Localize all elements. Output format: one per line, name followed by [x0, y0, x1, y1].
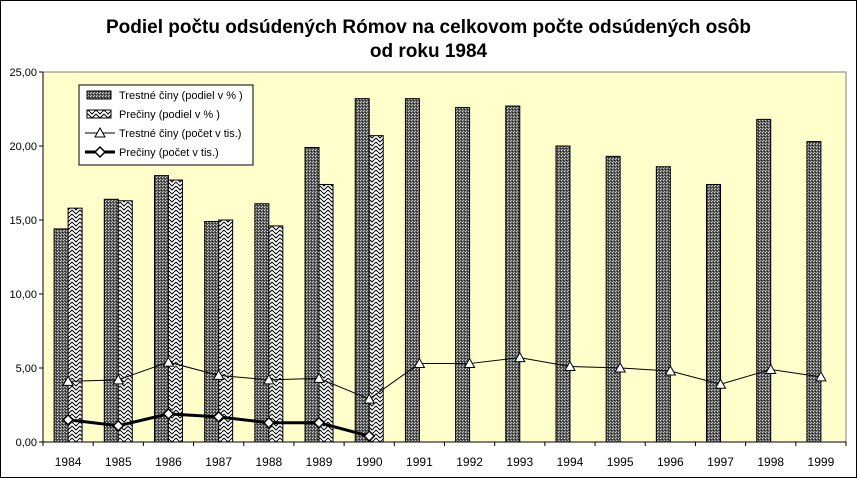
x-tick-label: 1993 — [506, 455, 533, 469]
point-trestne-ciny-pocet — [513, 351, 526, 363]
bar-trestne-ciny-podiel — [103, 198, 119, 443]
y-tick-label: 25,00 — [9, 67, 37, 79]
bar-preciny-podiel — [218, 219, 234, 443]
x-tick-label: 1995 — [607, 455, 634, 469]
bar-trestne-ciny-podiel — [706, 183, 722, 443]
point-trestne-ciny-pocet — [62, 375, 74, 386]
bar-trestne-ciny-podiel — [53, 228, 69, 443]
point-preciny-pocet — [212, 410, 225, 423]
bars — [53, 98, 822, 443]
point-trestne-ciny-pocet — [614, 361, 627, 373]
x-tick-label: 1996 — [657, 455, 684, 469]
point-trestne-ciny-pocet — [664, 364, 677, 376]
legend-marker — [93, 145, 107, 159]
bar-preciny-podiel — [318, 183, 334, 443]
legend: Trestné činy (podiel v % ) Prečiny (podie… — [78, 84, 254, 166]
y-tick-label: 0,00 — [16, 437, 37, 449]
x-tick-label: 1989 — [306, 455, 333, 469]
legend-label: Trestné činy (podiel v % ) — [119, 90, 243, 102]
point-preciny-pocet — [62, 413, 75, 426]
x-tick-label: 1985 — [105, 455, 132, 469]
bar-trestne-ciny-podiel — [605, 155, 621, 443]
point-preciny-pocet — [112, 419, 125, 432]
x-tick-label: 1987 — [205, 455, 232, 469]
point-trestne-ciny-pocet — [764, 363, 777, 374]
bar-preciny-podiel — [167, 179, 183, 443]
bar-trestne-ciny-podiel — [304, 146, 320, 443]
point-trestne-ciny-pocet — [212, 369, 225, 380]
x-tick-label: 1997 — [707, 455, 734, 469]
point-trestne-ciny-pocet — [714, 378, 727, 389]
point-preciny-pocet — [312, 416, 326, 429]
chart-title-line-2: od roku 1984 — [369, 41, 488, 62]
x-tick-label: 1988 — [255, 455, 282, 469]
y-tick-label: 5,00 — [16, 363, 37, 375]
x-tick-label: 1994 — [557, 455, 584, 469]
point-trestne-ciny-pocet — [313, 372, 325, 383]
legend-marker — [94, 126, 106, 138]
point-trestne-ciny-pocet — [363, 393, 376, 404]
y-tick-label: 15,00 — [9, 215, 37, 227]
bar-trestne-ciny-podiel — [153, 175, 169, 443]
bar-trestne-ciny-podiel — [404, 98, 420, 443]
chart-title-line-1: Podiel počtu odsúdených Rómov na celkovo… — [105, 17, 752, 38]
point-trestne-ciny-pocet — [413, 357, 426, 369]
line-trestne-ciny-pocet — [68, 357, 821, 400]
bar-trestne-ciny-podiel — [505, 105, 521, 443]
bar-trestne-ciny-podiel — [354, 98, 370, 443]
point-trestne-ciny-pocet — [815, 370, 827, 382]
legend-swatch — [86, 109, 112, 119]
axes: 0,00 5,00 10,00 15,00 20,00 25,00 1984 1985 1986… — [9, 67, 847, 469]
point-preciny-pocet — [162, 407, 175, 420]
bar-trestne-ciny-podiel — [455, 107, 471, 443]
legend-swatch — [86, 90, 112, 100]
x-tick-label: 1990 — [356, 455, 383, 469]
point-trestne-ciny-pocet — [564, 360, 576, 372]
point-trestne-ciny-pocet — [162, 356, 175, 367]
x-tick-label: 1986 — [155, 455, 182, 469]
bar-trestne-ciny-podiel — [555, 145, 571, 443]
x-tick-label: 1999 — [808, 455, 835, 469]
x-tick-label: 1992 — [456, 455, 483, 469]
bar-trestne-ciny-podiel — [655, 166, 671, 443]
bar-preciny-podiel — [117, 200, 133, 443]
point-preciny-pocet — [363, 430, 376, 443]
bar-trestne-ciny-podiel — [806, 141, 822, 443]
legend-label: Trestné činy (počet v tis.) — [119, 128, 241, 140]
point-trestne-ciny-pocet — [463, 357, 476, 369]
bar-trestne-ciny-podiel — [254, 203, 270, 443]
point-trestne-ciny-pocet — [112, 373, 125, 385]
point-preciny-pocet — [262, 416, 275, 429]
chart-title: Podiel počtu odsúdených Rómov na celkovo… — [0, 16, 857, 64]
x-tick-label: 1984 — [55, 455, 82, 469]
point-trestne-ciny-pocet — [262, 373, 275, 385]
y-tick-label: 10,00 — [9, 289, 37, 301]
bar-trestne-ciny-podiel — [204, 220, 220, 443]
bar-trestne-ciny-podiel — [756, 118, 772, 443]
bar-preciny-podiel — [67, 207, 83, 443]
legend-label: Prečiny (podiel v % ) — [119, 109, 220, 121]
lines — [62, 351, 827, 443]
y-tick-label: 20,00 — [9, 141, 37, 153]
x-tick-label: 1991 — [406, 455, 433, 469]
bar-preciny-podiel — [368, 135, 384, 443]
bar-preciny-podiel — [268, 225, 284, 443]
x-tick-label: 1998 — [757, 455, 784, 469]
legend-label: Prečiny (počet v tis.) — [119, 147, 219, 159]
